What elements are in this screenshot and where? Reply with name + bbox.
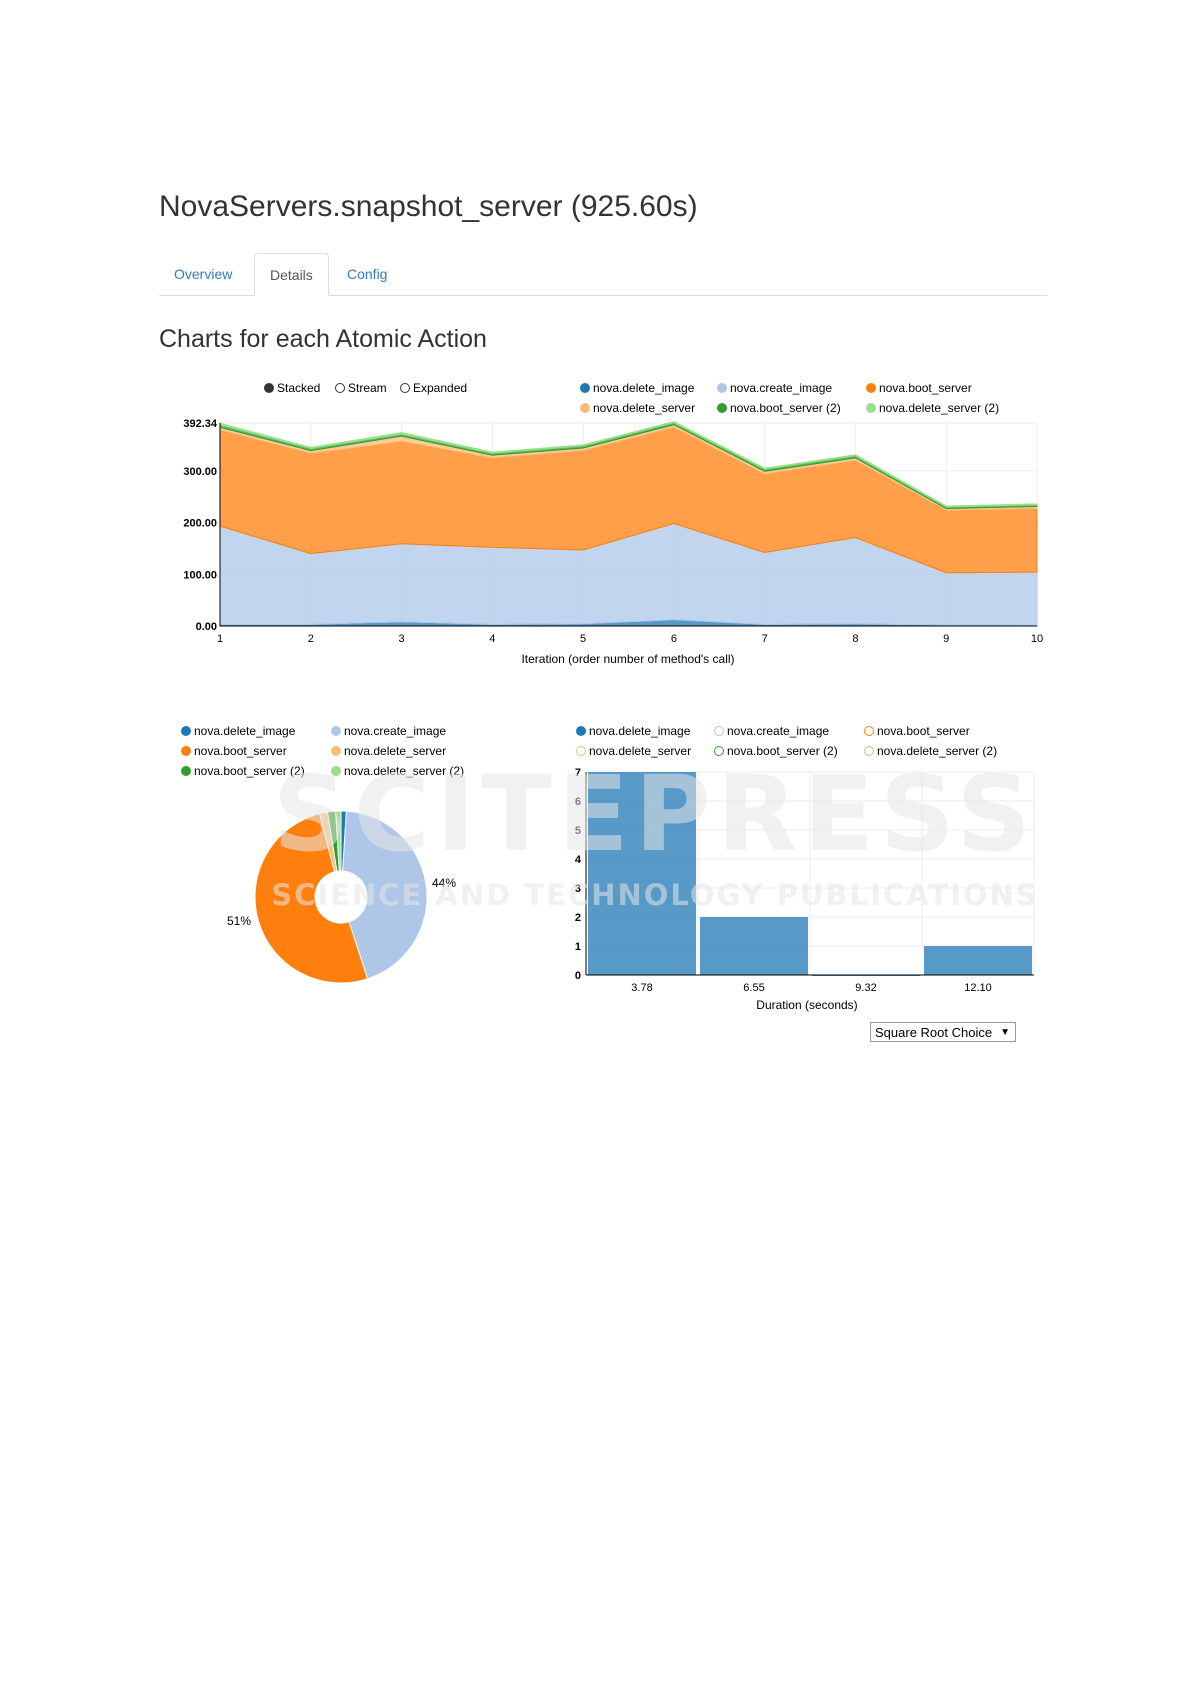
hist-bar [588, 772, 696, 975]
legend-dot-icon [181, 746, 191, 756]
hist-bar [924, 946, 1032, 975]
legend-dot-icon [576, 746, 586, 756]
legend-area-delete-server[interactable]: nova.delete_server [580, 401, 695, 415]
legend-dot-icon [331, 766, 341, 776]
area-x-tick-label: 4 [489, 633, 495, 645]
legend-area-create-image[interactable]: nova.create_image [717, 381, 832, 395]
hist-y-tick-label: 2 [575, 912, 581, 924]
area-y-tick-label: 300.00 [183, 466, 217, 478]
hist-x-tick-label: 6.55 [743, 982, 764, 994]
legend-dot-icon [580, 383, 590, 393]
area-y-tick-label: 200.00 [183, 518, 217, 530]
tab-config[interactable]: Config [347, 266, 388, 282]
legend-dot-icon [866, 383, 876, 393]
legend-dot-icon [717, 403, 727, 413]
hist-y-tick-label: 5 [575, 825, 581, 837]
legend-area-boot-server-2[interactable]: nova.boot_server (2) [717, 401, 841, 415]
donut-chart: 44% 51% [227, 810, 456, 984]
pie-slice-nova-delete-server-2- [335, 810, 342, 872]
legend-dot-icon [864, 746, 874, 756]
radio-icon [400, 383, 410, 393]
area-x-tick-label: 3 [398, 633, 404, 645]
legend-dot-icon [181, 726, 191, 736]
stack-option-expanded[interactable]: Expanded [400, 381, 467, 395]
radio-selected-icon [264, 383, 274, 393]
pie-slice-nova-create-image [342, 810, 428, 980]
legend-dot-icon [866, 403, 876, 413]
area-series-nova-delete-server-2- [219, 421, 1038, 508]
legend-dot-icon [714, 746, 724, 756]
area-x-axis-label: Iteration (order number of method's call… [521, 652, 734, 666]
legend-pie-delete-server-2[interactable]: nova.delete_server (2) [331, 764, 464, 778]
radio-icon [335, 383, 345, 393]
hist-x-tick-label: 9.32 [855, 982, 876, 994]
stacked-area-chart: 0.00 100.00 200.00 300.00 392.34 1 2 3 4 5 6 7 8 9 10 [183, 418, 1043, 645]
area-x-tick-label: 5 [580, 633, 586, 645]
stack-option-stream[interactable]: Stream [335, 381, 387, 395]
pie-slice-nova-boot-server [254, 813, 369, 984]
legend-dot-icon [181, 766, 191, 776]
pie-label-create-image: 44% [432, 876, 456, 890]
legend-dot-icon [864, 726, 874, 736]
area-x-tick-label: 7 [762, 633, 768, 645]
area-y-tick-label: 100.00 [183, 569, 217, 581]
hist-y-tick-label: 6 [575, 796, 581, 808]
histogram-chart: 0 1 2 3 4 5 6 7 3.78 6.55 9.32 12.10 [575, 767, 1035, 994]
legend-hist-delete-server-2[interactable]: nova.delete_server (2) [864, 744, 997, 758]
legend-pie-create-image[interactable]: nova.create_image [331, 724, 446, 738]
area-x-tick-label: 9 [943, 633, 949, 645]
tab-details[interactable]: Details [254, 253, 329, 296]
legend-dot-icon [576, 726, 586, 736]
legend-hist-create-image[interactable]: nova.create_image [714, 724, 829, 738]
legend-hist-boot-server[interactable]: nova.boot_server [864, 724, 970, 738]
legend-area-delete-server-2[interactable]: nova.delete_server (2) [866, 401, 999, 415]
legend-hist-boot-server-2[interactable]: nova.boot_server (2) [714, 744, 838, 758]
legend-pie-delete-image[interactable]: nova.delete_image [181, 724, 295, 738]
hist-y-tick-label: 0 [575, 970, 581, 982]
legend-dot-icon [580, 403, 590, 413]
hist-bar [700, 917, 808, 975]
pie-label-boot-server: 51% [227, 914, 251, 928]
section-title: Charts for each Atomic Action [159, 325, 487, 353]
legend-area-delete-image[interactable]: nova.delete_image [580, 381, 694, 395]
hist-y-tick-label: 1 [575, 941, 581, 953]
legend-area-boot-server[interactable]: nova.boot_server [866, 381, 972, 395]
area-x-tick-label: 8 [852, 633, 858, 645]
chevron-down-icon: ▼ [1000, 1027, 1010, 1038]
hist-x-tick-label: 12.10 [964, 982, 992, 994]
area-x-tick-label: 10 [1031, 633, 1043, 645]
legend-dot-icon [331, 726, 341, 736]
legend-dot-icon [331, 746, 341, 756]
hist-y-tick-label: 3 [575, 883, 581, 895]
legend-pie-boot-server-2[interactable]: nova.boot_server (2) [181, 764, 305, 778]
legend-hist-delete-image[interactable]: nova.delete_image [576, 724, 690, 738]
area-y-tick-label: 392.34 [183, 418, 218, 430]
legend-pie-delete-server[interactable]: nova.delete_server [331, 744, 446, 758]
tab-bar: Overview Details Config [159, 253, 1047, 296]
area-x-tick-label: 1 [217, 633, 223, 645]
area-x-tick-label: 6 [671, 633, 677, 645]
legend-dot-icon [717, 383, 727, 393]
page-title: NovaServers.snapshot_server (925.60s) [159, 190, 698, 223]
legend-hist-delete-server[interactable]: nova.delete_server [576, 744, 691, 758]
histogram-method-select[interactable]: Square Root Choice ▼ [870, 1022, 1016, 1042]
hist-x-tick-label: 3.78 [631, 982, 652, 994]
hist-y-tick-label: 7 [575, 767, 581, 779]
tab-overview[interactable]: Overview [174, 266, 233, 282]
legend-dot-icon [714, 726, 724, 736]
area-x-tick-label: 2 [308, 633, 314, 645]
stack-option-stacked[interactable]: Stacked [264, 381, 320, 395]
legend-pie-boot-server[interactable]: nova.boot_server [181, 744, 287, 758]
hist-y-tick-label: 4 [575, 854, 582, 866]
hist-x-axis-label: Duration (seconds) [756, 998, 857, 1012]
area-y-tick-label: 0.00 [196, 621, 217, 633]
